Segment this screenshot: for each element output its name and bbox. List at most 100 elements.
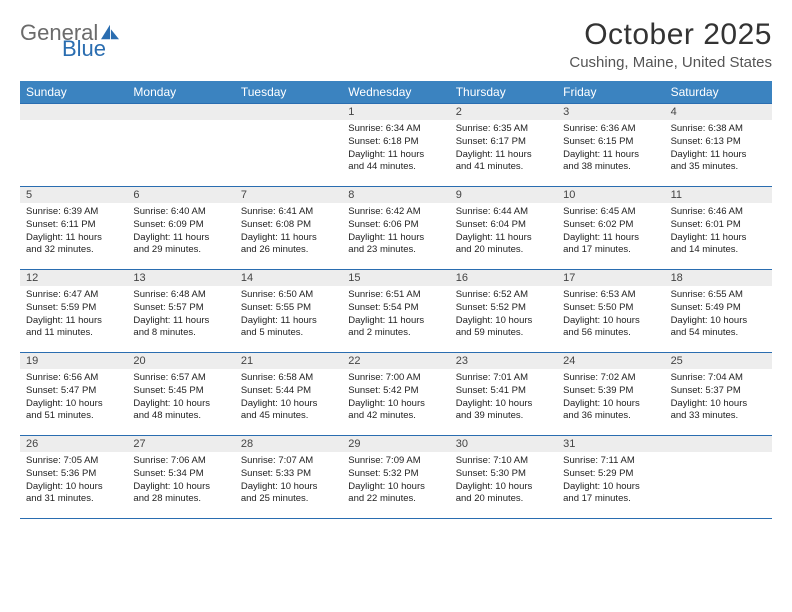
day-number: 26 [20,436,127,452]
day-number: 4 [665,104,772,120]
brand-logo: GeneralBlue [20,18,121,60]
day-cell: 9Sunrise: 6:44 AMSunset: 6:04 PMDaylight… [450,187,557,269]
day-details: Sunrise: 6:57 AMSunset: 5:45 PMDaylight:… [127,369,234,428]
day-details: Sunrise: 7:00 AMSunset: 5:42 PMDaylight:… [342,369,449,428]
day-cell: 22Sunrise: 7:00 AMSunset: 5:42 PMDayligh… [342,353,449,435]
day-cell-empty [127,104,234,186]
day-details: Sunrise: 6:55 AMSunset: 5:49 PMDaylight:… [665,286,772,345]
day-number: 14 [235,270,342,286]
day-details: Sunrise: 6:36 AMSunset: 6:15 PMDaylight:… [557,120,664,179]
day-details [20,120,127,180]
day-cell: 18Sunrise: 6:55 AMSunset: 5:49 PMDayligh… [665,270,772,352]
day-number [127,104,234,120]
day-details: Sunrise: 6:58 AMSunset: 5:44 PMDaylight:… [235,369,342,428]
location-label: Cushing, Maine, United States [569,54,772,71]
day-details: Sunrise: 6:53 AMSunset: 5:50 PMDaylight:… [557,286,664,345]
day-cell: 10Sunrise: 6:45 AMSunset: 6:02 PMDayligh… [557,187,664,269]
day-cell: 14Sunrise: 6:50 AMSunset: 5:55 PMDayligh… [235,270,342,352]
day-number: 22 [342,353,449,369]
day-details: Sunrise: 6:34 AMSunset: 6:18 PMDaylight:… [342,120,449,179]
day-cell: 23Sunrise: 7:01 AMSunset: 5:41 PMDayligh… [450,353,557,435]
day-cell: 30Sunrise: 7:10 AMSunset: 5:30 PMDayligh… [450,436,557,518]
day-details: Sunrise: 7:06 AMSunset: 5:34 PMDaylight:… [127,452,234,511]
dow-saturday: Saturday [665,81,772,103]
day-number: 13 [127,270,234,286]
day-details: Sunrise: 7:01 AMSunset: 5:41 PMDaylight:… [450,369,557,428]
day-cell: 26Sunrise: 7:05 AMSunset: 5:36 PMDayligh… [20,436,127,518]
dow-friday: Friday [557,81,664,103]
week-row: 5Sunrise: 6:39 AMSunset: 6:11 PMDaylight… [20,186,772,269]
day-number: 18 [665,270,772,286]
day-number: 28 [235,436,342,452]
day-number: 5 [20,187,127,203]
month-title: October 2025 [569,18,772,52]
dow-tuesday: Tuesday [235,81,342,103]
day-number: 12 [20,270,127,286]
day-number [20,104,127,120]
day-details: Sunrise: 7:05 AMSunset: 5:36 PMDaylight:… [20,452,127,511]
day-cell: 17Sunrise: 6:53 AMSunset: 5:50 PMDayligh… [557,270,664,352]
day-number: 7 [235,187,342,203]
dow-monday: Monday [127,81,234,103]
day-number: 30 [450,436,557,452]
day-details: Sunrise: 7:10 AMSunset: 5:30 PMDaylight:… [450,452,557,511]
day-cell: 25Sunrise: 7:04 AMSunset: 5:37 PMDayligh… [665,353,772,435]
day-details: Sunrise: 7:02 AMSunset: 5:39 PMDaylight:… [557,369,664,428]
day-number: 2 [450,104,557,120]
day-cell: 20Sunrise: 6:57 AMSunset: 5:45 PMDayligh… [127,353,234,435]
day-cell: 5Sunrise: 6:39 AMSunset: 6:11 PMDaylight… [20,187,127,269]
week-row: 1Sunrise: 6:34 AMSunset: 6:18 PMDaylight… [20,103,772,186]
day-details: Sunrise: 6:46 AMSunset: 6:01 PMDaylight:… [665,203,772,262]
day-details: Sunrise: 6:41 AMSunset: 6:08 PMDaylight:… [235,203,342,262]
day-cell-empty [20,104,127,186]
day-details: Sunrise: 6:45 AMSunset: 6:02 PMDaylight:… [557,203,664,262]
day-number: 15 [342,270,449,286]
day-details: Sunrise: 6:44 AMSunset: 6:04 PMDaylight:… [450,203,557,262]
day-number: 25 [665,353,772,369]
day-number: 17 [557,270,664,286]
week-row: 19Sunrise: 6:56 AMSunset: 5:47 PMDayligh… [20,352,772,435]
day-cell: 1Sunrise: 6:34 AMSunset: 6:18 PMDaylight… [342,104,449,186]
day-cell-empty [235,104,342,186]
day-number: 9 [450,187,557,203]
day-cell: 2Sunrise: 6:35 AMSunset: 6:17 PMDaylight… [450,104,557,186]
day-details: Sunrise: 6:40 AMSunset: 6:09 PMDaylight:… [127,203,234,262]
day-number: 27 [127,436,234,452]
day-number: 31 [557,436,664,452]
title-block: October 2025 Cushing, Maine, United Stat… [569,18,772,71]
day-cell: 21Sunrise: 6:58 AMSunset: 5:44 PMDayligh… [235,353,342,435]
day-cell: 24Sunrise: 7:02 AMSunset: 5:39 PMDayligh… [557,353,664,435]
day-number: 8 [342,187,449,203]
day-cell: 15Sunrise: 6:51 AMSunset: 5:54 PMDayligh… [342,270,449,352]
day-number: 10 [557,187,664,203]
day-details: Sunrise: 7:09 AMSunset: 5:32 PMDaylight:… [342,452,449,511]
day-cell: 31Sunrise: 7:11 AMSunset: 5:29 PMDayligh… [557,436,664,518]
day-details: Sunrise: 7:04 AMSunset: 5:37 PMDaylight:… [665,369,772,428]
day-cell: 28Sunrise: 7:07 AMSunset: 5:33 PMDayligh… [235,436,342,518]
day-details: Sunrise: 6:42 AMSunset: 6:06 PMDaylight:… [342,203,449,262]
day-number: 3 [557,104,664,120]
day-number: 19 [20,353,127,369]
dow-thursday: Thursday [450,81,557,103]
day-cell: 3Sunrise: 6:36 AMSunset: 6:15 PMDaylight… [557,104,664,186]
dow-wednesday: Wednesday [342,81,449,103]
dow-sunday: Sunday [20,81,127,103]
calendar-body: 1Sunrise: 6:34 AMSunset: 6:18 PMDaylight… [20,103,772,519]
day-cell-empty [665,436,772,518]
week-row: 12Sunrise: 6:47 AMSunset: 5:59 PMDayligh… [20,269,772,352]
day-cell: 13Sunrise: 6:48 AMSunset: 5:57 PMDayligh… [127,270,234,352]
day-details: Sunrise: 6:51 AMSunset: 5:54 PMDaylight:… [342,286,449,345]
day-cell: 6Sunrise: 6:40 AMSunset: 6:09 PMDaylight… [127,187,234,269]
day-number: 21 [235,353,342,369]
day-cell: 11Sunrise: 6:46 AMSunset: 6:01 PMDayligh… [665,187,772,269]
day-details: Sunrise: 6:50 AMSunset: 5:55 PMDaylight:… [235,286,342,345]
day-details: Sunrise: 6:48 AMSunset: 5:57 PMDaylight:… [127,286,234,345]
day-details: Sunrise: 7:07 AMSunset: 5:33 PMDaylight:… [235,452,342,511]
day-number: 16 [450,270,557,286]
day-number: 6 [127,187,234,203]
brand-word-blue: Blue [20,38,121,60]
day-cell: 4Sunrise: 6:38 AMSunset: 6:13 PMDaylight… [665,104,772,186]
day-cell: 19Sunrise: 6:56 AMSunset: 5:47 PMDayligh… [20,353,127,435]
day-number [665,436,772,452]
day-cell: 8Sunrise: 6:42 AMSunset: 6:06 PMDaylight… [342,187,449,269]
